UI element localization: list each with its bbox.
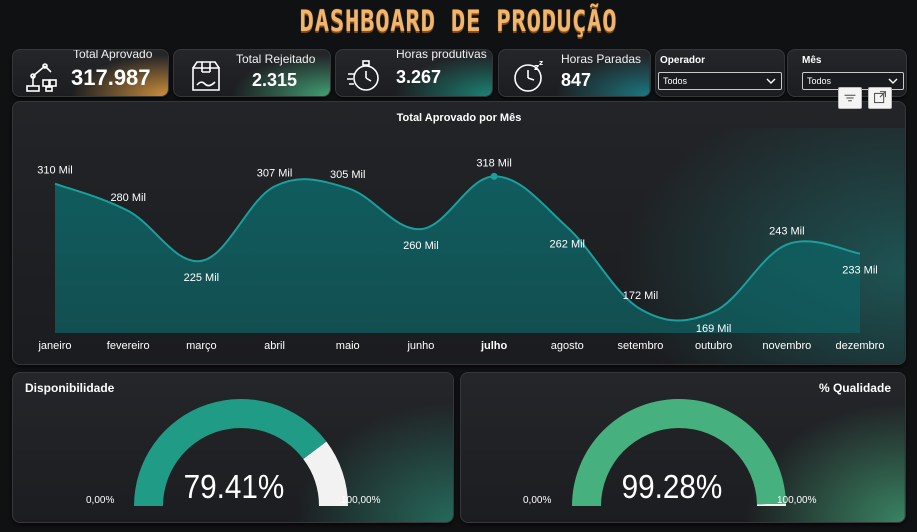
operador-dropdown[interactable]: Todos xyxy=(658,72,782,90)
data-label: 280 Mil xyxy=(110,192,145,204)
x-tick-label[interactable]: março xyxy=(186,340,217,352)
data-label: 172 Mil xyxy=(623,290,658,302)
x-tick-label[interactable]: novembro xyxy=(762,340,811,352)
slicer-label: Operador xyxy=(660,55,705,66)
gauge-max-label: 100,00% xyxy=(777,495,816,506)
x-tick-label[interactable]: outubro xyxy=(695,340,732,352)
data-label: 310 Mil xyxy=(37,165,72,177)
kpi-value: 317.987 xyxy=(71,65,151,91)
chevron-down-icon[interactable] xyxy=(887,75,899,87)
data-label: 318 Mil xyxy=(476,157,511,169)
robot-arm-icon xyxy=(23,58,59,94)
x-tick-label[interactable]: junho xyxy=(406,340,434,352)
kpi-label: Total Rejeitado xyxy=(236,52,315,66)
data-label: 260 Mil xyxy=(403,240,438,252)
x-tick-label[interactable]: dezembro xyxy=(836,340,885,352)
x-tick-label[interactable]: maio xyxy=(336,340,360,352)
area-chart[interactable]: 310 Mil janeiro 280 Mil fevereiro 225 Mil mar… xyxy=(0,100,917,360)
x-tick-label[interactable]: julho xyxy=(480,340,508,352)
kpi-label: Horas Paradas xyxy=(561,52,641,66)
kpi-card-total-rejeitado[interactable]: Total Rejeitado 2.315 xyxy=(173,49,331,97)
dropdown-value: Todos xyxy=(807,76,831,86)
gauge-value: 99.28% xyxy=(622,468,723,506)
dropdown-value: Todos xyxy=(663,76,687,86)
gauge-min-label: 0,00% xyxy=(523,495,551,506)
kpi-value: 2.315 xyxy=(252,70,297,91)
data-label: 233 Mil xyxy=(842,265,877,277)
data-point[interactable] xyxy=(491,173,498,180)
gauge-card-qualidade: % Qualidade 99.28% 0,00% 100,00% xyxy=(460,372,906,523)
data-label: 307 Mil xyxy=(257,167,292,179)
slicer-label: Mês xyxy=(802,55,821,66)
gauge-value: 79.41% xyxy=(184,468,285,506)
svg-text:z: z xyxy=(539,59,543,67)
data-label: 305 Mil xyxy=(330,169,365,181)
data-label: 169 Mil xyxy=(696,323,731,335)
dashboard-title: DASHBOARD DE PRODUÇÃO xyxy=(83,4,835,38)
x-tick-label[interactable]: setembro xyxy=(618,340,664,352)
x-tick-label[interactable]: janeiro xyxy=(37,340,71,352)
data-label: 225 Mil xyxy=(184,272,219,284)
kpi-label: Horas produtivas xyxy=(396,49,487,61)
gauge-min-label: 0,00% xyxy=(86,495,114,506)
x-tick-label[interactable]: agosto xyxy=(551,340,584,352)
kpi-value: 847 xyxy=(561,70,591,91)
x-tick-label[interactable]: fevereiro xyxy=(107,340,150,352)
gauge-card-disponibilidade: Disponibilidade 79.41% 0,00% 100,00% xyxy=(12,372,454,523)
data-label: 243 Mil xyxy=(769,226,804,238)
kpi-value: 3.267 xyxy=(396,67,441,88)
gauge-max-label: 100,00% xyxy=(341,495,380,506)
kpi-label: Total Aprovado xyxy=(73,49,152,61)
open-box-icon xyxy=(188,58,224,94)
data-label: 262 Mil xyxy=(550,238,585,250)
stopwatch-icon xyxy=(346,58,382,94)
x-tick-label[interactable]: abril xyxy=(264,340,285,352)
slicer-operador[interactable]: Operador Todos xyxy=(655,49,785,97)
chevron-down-icon[interactable] xyxy=(765,75,777,87)
area-fill xyxy=(55,176,860,333)
kpi-card-total-aprovado[interactable]: Total Aprovado 317.987 xyxy=(12,49,169,97)
kpi-card-horas-produtivas[interactable]: Horas produtivas 3.267 xyxy=(335,49,493,97)
